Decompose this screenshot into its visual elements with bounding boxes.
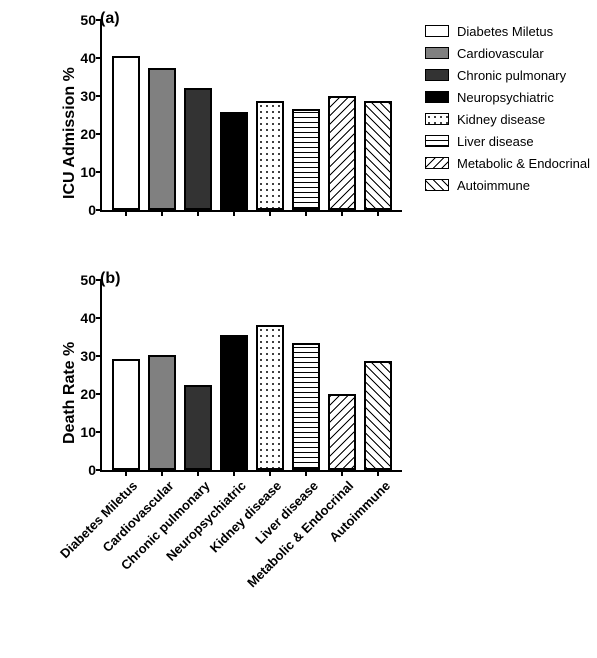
bar xyxy=(184,385,212,471)
legend-swatch xyxy=(425,69,449,81)
bar xyxy=(184,88,212,210)
xtick-mark xyxy=(161,470,163,476)
ytick-label: 30 xyxy=(68,88,96,104)
xtick-mark xyxy=(305,470,307,476)
xtick-mark xyxy=(233,470,235,476)
legend-label: Liver disease xyxy=(457,134,534,149)
xtick-mark xyxy=(341,210,343,216)
legend-item: Autoimmune xyxy=(425,174,590,196)
ytick-mark xyxy=(96,133,102,135)
bar xyxy=(112,359,140,470)
legend-item: Chronic pulmonary xyxy=(425,64,590,86)
bar xyxy=(292,109,320,210)
xtick-mark xyxy=(305,210,307,216)
legend-swatch xyxy=(425,135,449,147)
bar xyxy=(256,101,284,210)
xtick-mark xyxy=(125,470,127,476)
legend-swatch xyxy=(425,157,449,169)
ytick-label: 10 xyxy=(68,424,96,440)
figure: (a) ICU Admission % 01020304050 (b) Deat… xyxy=(0,0,597,658)
legend: Diabetes Miletus Cardiovascular Chronic pu… xyxy=(425,20,590,196)
xtick-mark xyxy=(125,210,127,216)
legend-item: Metabolic & Endocrinal xyxy=(425,152,590,174)
ytick-mark xyxy=(96,279,102,281)
legend-label: Chronic pulmonary xyxy=(457,68,566,83)
ytick-mark xyxy=(96,355,102,357)
xtick-mark xyxy=(233,210,235,216)
legend-swatch xyxy=(425,179,449,191)
bar xyxy=(148,68,176,211)
legend-item: Liver disease xyxy=(425,130,590,152)
ytick-label: 40 xyxy=(68,50,96,66)
xtick-mark xyxy=(341,470,343,476)
panel-b-plot: 01020304050Diabetes MiletusCardiovascula… xyxy=(100,280,402,472)
ytick-label: 50 xyxy=(68,12,96,28)
bar xyxy=(364,101,392,210)
legend-swatch xyxy=(425,91,449,103)
bar xyxy=(112,56,140,210)
bar xyxy=(256,325,284,470)
ytick-mark xyxy=(96,95,102,97)
xtick-mark xyxy=(161,210,163,216)
panel-a-plot: 01020304050 xyxy=(100,20,402,212)
legend-label: Diabetes Miletus xyxy=(457,24,553,39)
ytick-mark xyxy=(96,469,102,471)
legend-label: Kidney disease xyxy=(457,112,545,127)
legend-swatch xyxy=(425,113,449,125)
bar xyxy=(292,343,320,470)
xtick-mark xyxy=(269,210,271,216)
ytick-mark xyxy=(96,317,102,319)
bar xyxy=(220,335,248,470)
ytick-label: 20 xyxy=(68,126,96,142)
ytick-mark xyxy=(96,209,102,211)
xtick-mark xyxy=(377,210,379,216)
ytick-label: 0 xyxy=(68,462,96,478)
ytick-mark xyxy=(96,19,102,21)
legend-item: Diabetes Miletus xyxy=(425,20,590,42)
bar xyxy=(148,355,176,470)
xtick-mark xyxy=(197,470,199,476)
legend-item: Cardiovascular xyxy=(425,42,590,64)
bar xyxy=(364,361,392,470)
xtick-mark xyxy=(269,470,271,476)
bar xyxy=(328,96,356,210)
ytick-mark xyxy=(96,57,102,59)
legend-swatch xyxy=(425,47,449,59)
legend-label: Autoimmune xyxy=(457,178,530,193)
ytick-mark xyxy=(96,431,102,433)
ytick-label: 40 xyxy=(68,310,96,326)
legend-item: Kidney disease xyxy=(425,108,590,130)
ytick-label: 30 xyxy=(68,348,96,364)
xtick-mark xyxy=(197,210,199,216)
legend-label: Metabolic & Endocrinal xyxy=(457,156,590,171)
bar xyxy=(328,394,356,470)
ytick-label: 50 xyxy=(68,272,96,288)
ytick-label: 10 xyxy=(68,164,96,180)
ytick-label: 20 xyxy=(68,386,96,402)
ytick-mark xyxy=(96,393,102,395)
ytick-mark xyxy=(96,171,102,173)
xtick-mark xyxy=(377,470,379,476)
legend-label: Cardiovascular xyxy=(457,46,544,61)
legend-label: Neuropsychiatric xyxy=(457,90,554,105)
legend-swatch xyxy=(425,25,449,37)
legend-item: Neuropsychiatric xyxy=(425,86,590,108)
bar xyxy=(220,112,248,210)
ytick-label: 0 xyxy=(68,202,96,218)
